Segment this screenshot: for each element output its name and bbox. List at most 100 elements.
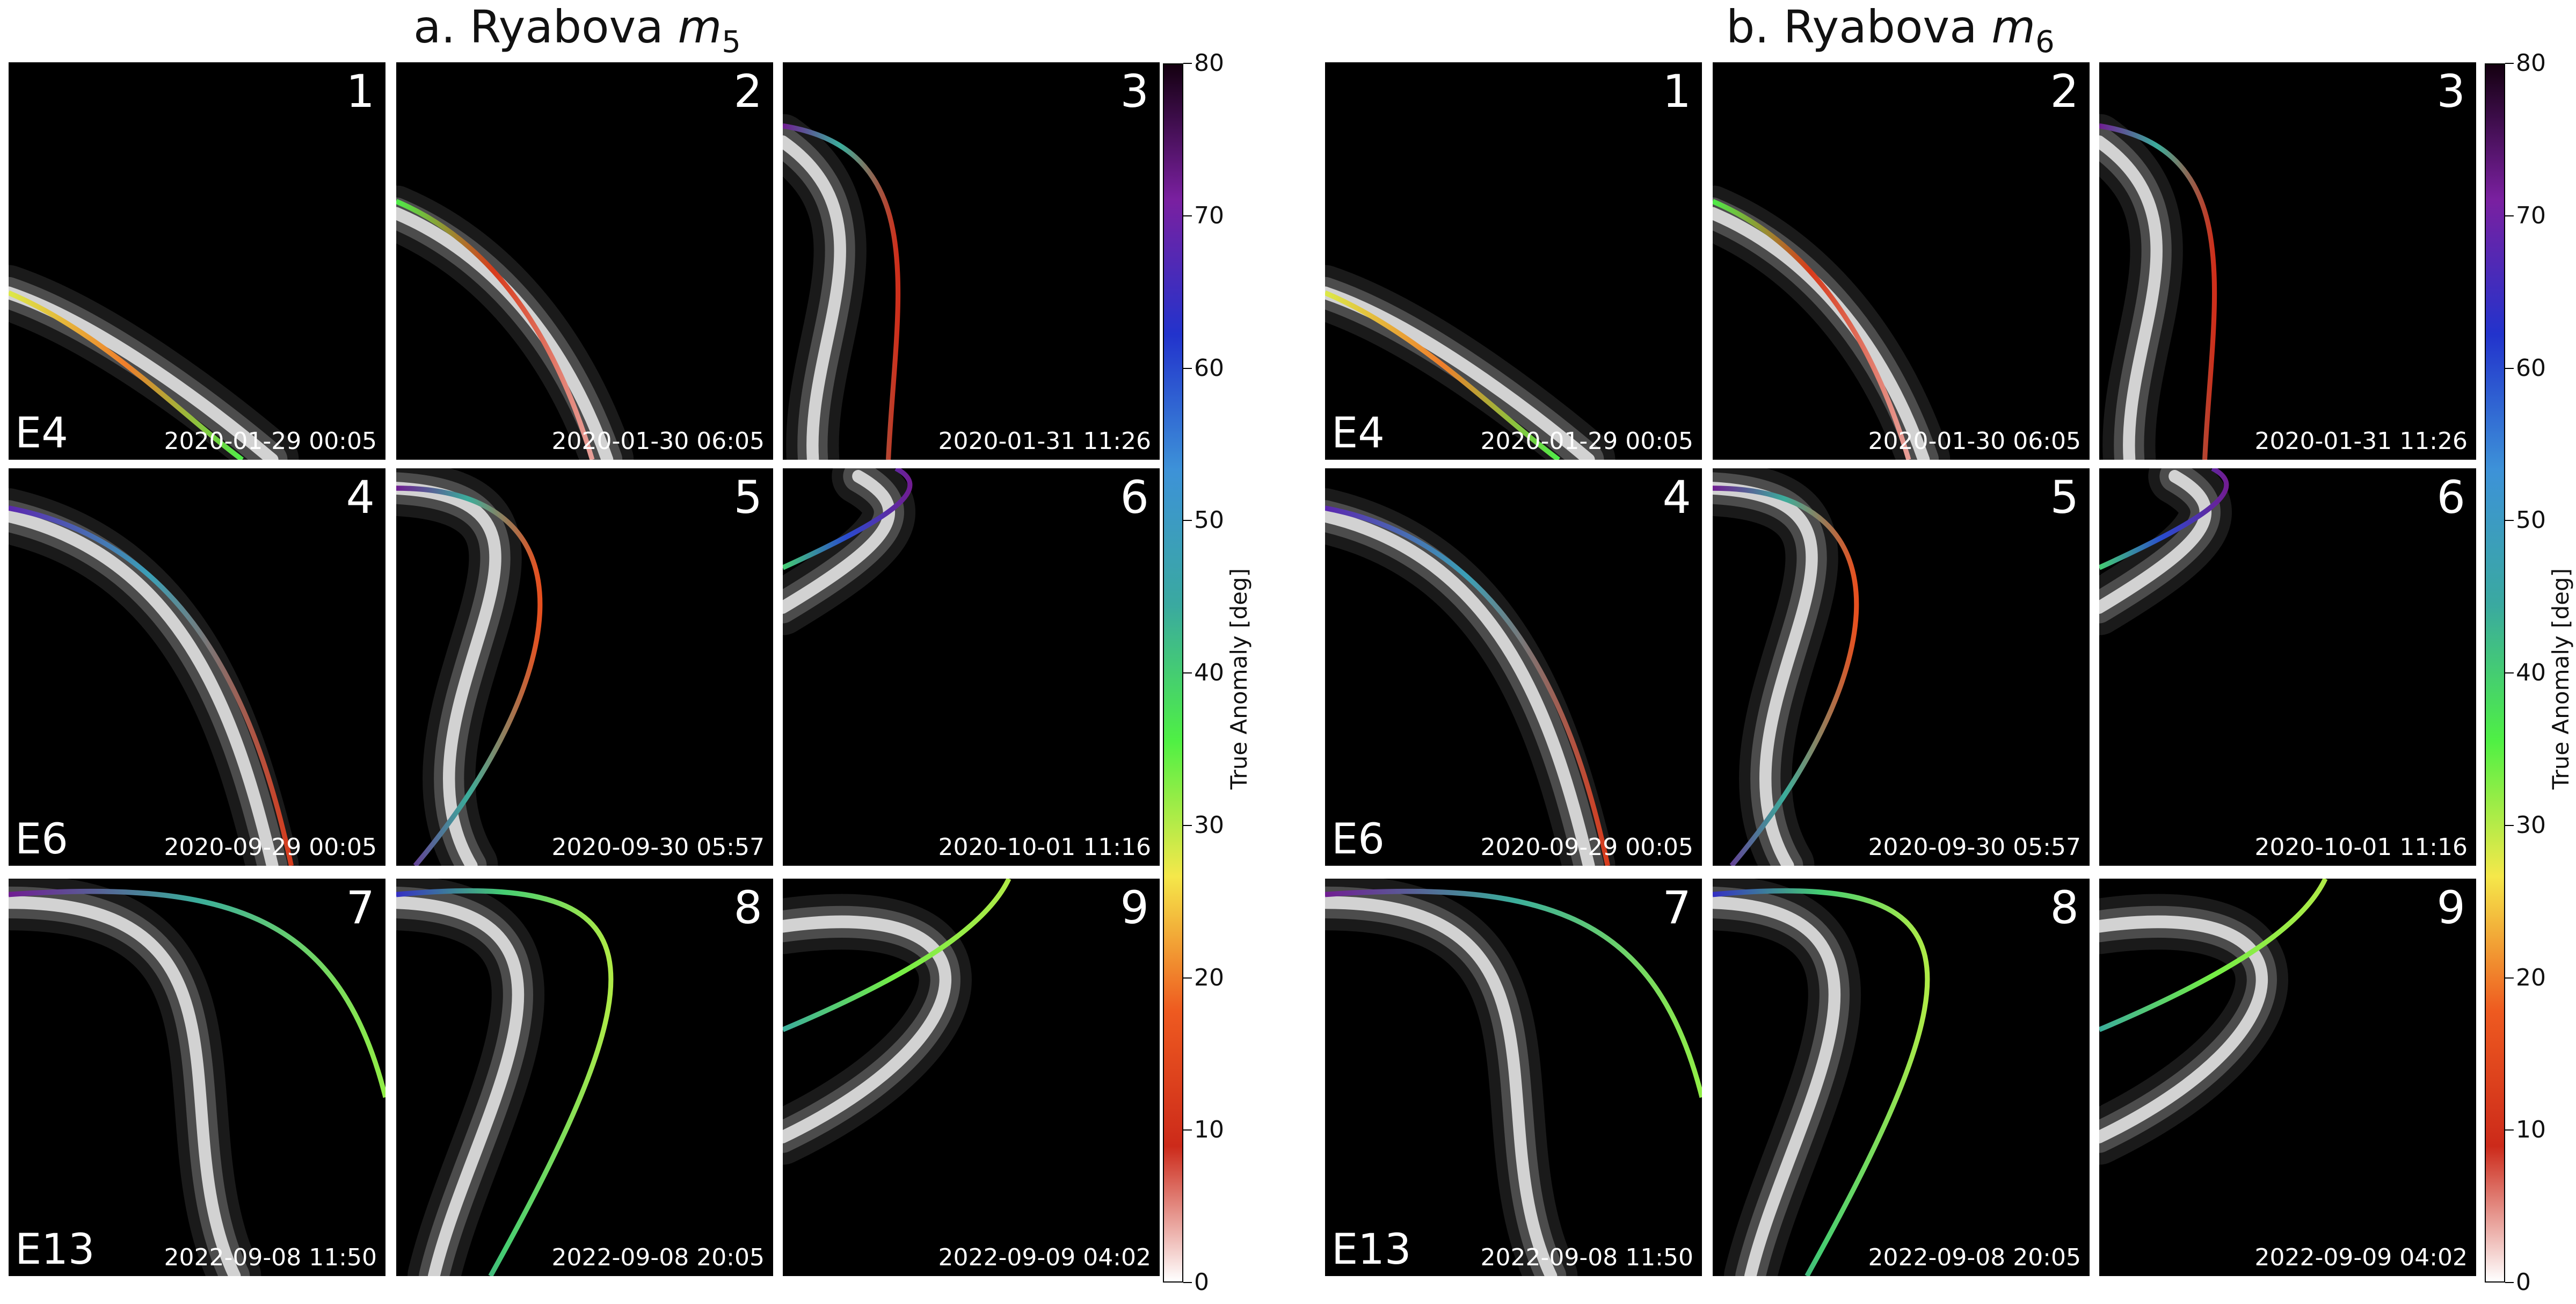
panel-a-tile-5: 5 2020-09-30 05:57 bbox=[396, 468, 773, 866]
panel-b-tile-6: 6 2020-10-01 11:16 bbox=[2099, 468, 2476, 866]
orbit-trace bbox=[1325, 505, 1610, 866]
dust-stream-band bbox=[1713, 482, 1818, 866]
panel-b-title: b. Ryabova m6 bbox=[1726, 1, 2055, 60]
colorbar-tick bbox=[1183, 977, 1192, 979]
panel-b-tile-9: 9 2022-09-09 04:02 bbox=[2099, 879, 2476, 1276]
encounter-label: E13 bbox=[15, 1226, 95, 1274]
orbit-trace bbox=[1713, 888, 1930, 1276]
colorbar-tick-label: 70 bbox=[1194, 201, 1224, 229]
meteoroid-trail-image bbox=[9, 265, 299, 460]
panel-a-tile-2: 2 2020-01-30 06:05 bbox=[396, 62, 773, 460]
tile-number: 9 bbox=[1120, 881, 1149, 934]
colorbar-tick bbox=[2505, 672, 2514, 673]
timestamp-label: 2022-09-08 20:05 bbox=[551, 1244, 765, 1271]
colorbar-tick bbox=[1183, 367, 1192, 369]
meteoroid-trail-image bbox=[1325, 879, 1702, 1276]
colorbar-tick bbox=[1183, 672, 1192, 673]
colorbar-tick bbox=[2505, 1129, 2514, 1131]
orbit-trace bbox=[1713, 486, 1859, 866]
timestamp-label: 2020-09-29 00:05 bbox=[164, 834, 377, 861]
timestamp-label: 2020-09-30 05:57 bbox=[551, 834, 765, 861]
encounter-label: E6 bbox=[15, 815, 68, 864]
tile-number: 7 bbox=[1662, 881, 1691, 934]
colorbar-tick bbox=[1183, 520, 1192, 521]
tile-number: 8 bbox=[2050, 881, 2079, 934]
tile-number: 6 bbox=[2436, 471, 2465, 524]
meteoroid-trail-image bbox=[396, 185, 634, 460]
colorbar-tick-label: 0 bbox=[2516, 1269, 2531, 1296]
dust-stream-band bbox=[2099, 915, 2268, 1143]
colorbar-tick bbox=[1183, 824, 1192, 826]
tile-number: 9 bbox=[2436, 881, 2465, 934]
timestamp-label: 2020-01-30 06:05 bbox=[551, 428, 765, 455]
tile-number: 1 bbox=[346, 65, 375, 118]
meteoroid-trail-image bbox=[1325, 265, 1616, 460]
colorbar-label: True Anomaly [deg] bbox=[2548, 568, 2574, 789]
panel-b-tile-8: 8 2022-09-08 20:05 bbox=[1713, 879, 2090, 1276]
dust-stream-band bbox=[783, 135, 846, 460]
dust-stream-band bbox=[783, 469, 895, 614]
tile-number: 5 bbox=[733, 471, 762, 524]
tile-number: 7 bbox=[346, 881, 375, 934]
meteoroid-trail-image bbox=[2099, 114, 2217, 460]
panel-a-title: a. Ryabova m5 bbox=[413, 1, 741, 60]
timestamp-label: 2020-01-30 06:05 bbox=[1868, 428, 2082, 455]
tile-number: 4 bbox=[1662, 471, 1691, 524]
meteoroid-trail-image bbox=[1713, 185, 1951, 460]
dust-stream-band bbox=[2099, 469, 2211, 614]
tile-number: 1 bbox=[1662, 65, 1691, 118]
tile-number: 2 bbox=[733, 65, 762, 118]
encounter-label: E13 bbox=[1331, 1226, 1411, 1274]
panel-b-tile-3: 3 2020-01-31 11:26 bbox=[2099, 62, 2476, 460]
colorbar-tick bbox=[1183, 63, 1192, 64]
timestamp-label: 2020-01-29 00:05 bbox=[1480, 428, 1694, 455]
dust-stream-band bbox=[1713, 896, 1841, 1276]
timestamp-label: 2020-09-30 05:57 bbox=[1868, 834, 2082, 861]
colorbar-tick-label: 60 bbox=[2516, 354, 2546, 382]
panel-b-tile-7: 7 2022-09-08 11:50 E13 bbox=[1325, 879, 1702, 1276]
colorbar-tick bbox=[2505, 215, 2514, 216]
colorbar-tick-label: 40 bbox=[1194, 659, 1224, 686]
orbit-trace bbox=[1325, 290, 1560, 460]
timestamp-label: 2022-09-08 11:50 bbox=[164, 1244, 377, 1271]
meteoroid-trail-image bbox=[2099, 879, 2328, 1165]
colorbar-tick bbox=[2505, 1282, 2514, 1283]
colorbar-tick bbox=[2505, 977, 2514, 979]
panel-a-tile-8: 8 2022-09-08 20:05 bbox=[396, 879, 773, 1276]
colorbar-tick-label: 20 bbox=[1194, 963, 1224, 991]
orbit-trace bbox=[9, 290, 244, 460]
colorbar-tick-label: 50 bbox=[2516, 506, 2546, 534]
colorbar-tick bbox=[2505, 63, 2514, 64]
dust-stream-band bbox=[396, 896, 525, 1276]
timestamp-label: 2022-09-08 20:05 bbox=[1868, 1244, 2082, 1271]
colorbar-gradient bbox=[1163, 63, 1183, 1283]
dust-stream-band bbox=[1325, 286, 1595, 460]
orbit-trace bbox=[783, 879, 1012, 1032]
colorbar-tick bbox=[2505, 520, 2514, 521]
panel-a-tile-6: 6 2020-10-01 11:16 bbox=[783, 468, 1160, 866]
colorbar-label: True Anomaly [deg] bbox=[1226, 568, 1252, 789]
colorbar-gradient bbox=[2485, 63, 2505, 1283]
orbit-trace bbox=[396, 486, 543, 866]
panel-a-tile-1: 1 2020-01-29 00:05 E4 bbox=[9, 62, 385, 460]
colorbar-tick-label: 40 bbox=[2516, 659, 2546, 686]
meteoroid-trail-image bbox=[783, 879, 1012, 1165]
meteoroid-trail-image bbox=[1713, 468, 1859, 866]
timestamp-label: 2020-10-01 11:16 bbox=[2254, 834, 2468, 861]
orbit-trace bbox=[9, 888, 385, 1098]
colorbar-tick bbox=[1183, 1282, 1192, 1283]
panel-b-tile-4: 4 2020-09-29 00:05 E6 bbox=[1325, 468, 1702, 866]
colorbar-tick-label: 30 bbox=[2516, 811, 2546, 839]
timestamp-label: 2020-01-31 11:26 bbox=[938, 428, 1152, 455]
dust-stream-band bbox=[1325, 896, 1558, 1276]
timestamp-label: 2020-01-31 11:26 bbox=[2254, 428, 2468, 455]
tile-number: 6 bbox=[1120, 471, 1149, 524]
meteoroid-trail-image bbox=[396, 468, 543, 866]
orbit-trace bbox=[1325, 888, 1702, 1098]
dust-stream-band bbox=[783, 915, 951, 1143]
dust-stream-band bbox=[396, 482, 501, 866]
orbit-trace bbox=[396, 888, 614, 1276]
meteoroid-trail-image bbox=[783, 468, 915, 635]
orbit-trace bbox=[2099, 468, 2229, 570]
encounter-label: E4 bbox=[15, 409, 68, 458]
